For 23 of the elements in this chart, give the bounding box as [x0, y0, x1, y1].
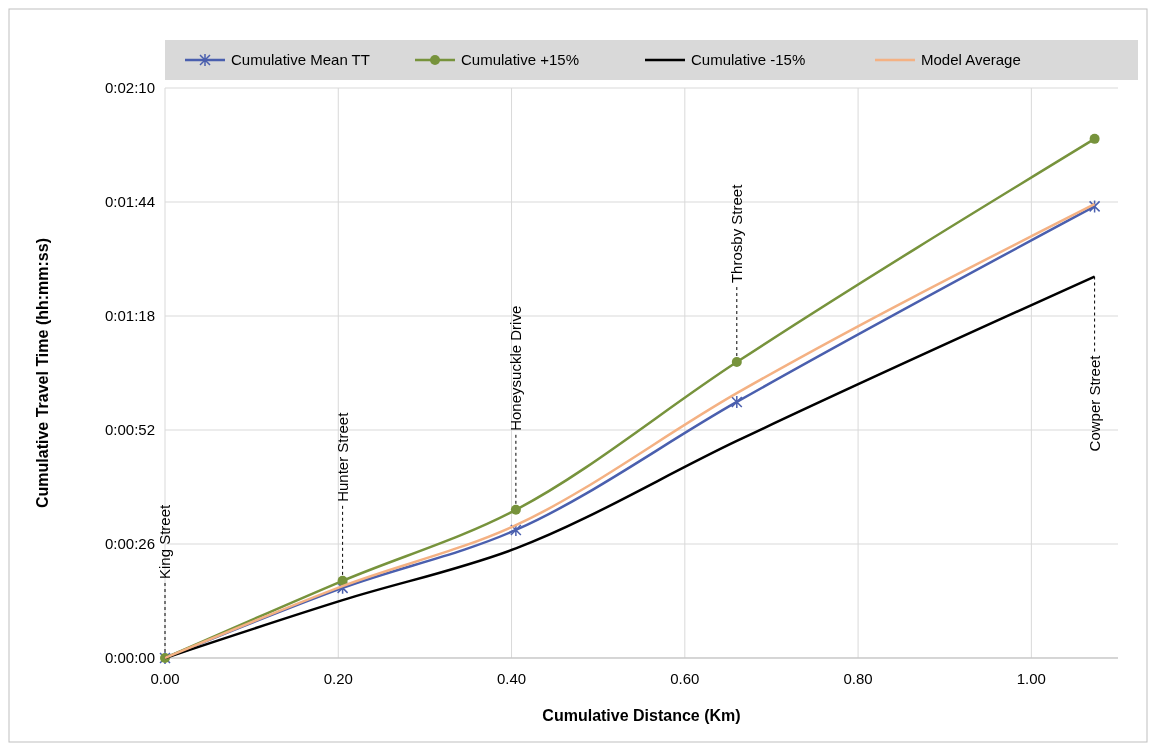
annotation: Hunter Street — [333, 411, 351, 502]
y-tick-label: 0:00:26 — [104, 535, 155, 553]
y-tick-label: 0:00:52 — [104, 421, 155, 439]
legend-label: Cumulative Mean TT — [231, 51, 370, 69]
x-tick-label: 0.80 — [843, 670, 873, 687]
annotation: Honeysuckle Drive — [506, 305, 524, 431]
y-axis-title: Cumulative Travel Time (hh:mm:ss) — [34, 238, 51, 508]
y-tick-label: 0:01:44 — [104, 193, 155, 211]
y-tick-label: 0:00:00 — [104, 649, 155, 667]
x-tick-label: 0.60 — [670, 670, 700, 687]
y-tick-label: 0:02:10 — [104, 79, 155, 97]
legend-label: Model Average — [921, 51, 1021, 69]
legend-label: Cumulative +15% — [461, 51, 579, 69]
x-tick-label: 0.00 — [150, 670, 180, 687]
y-tick-label: 0:01:18 — [104, 307, 155, 325]
x-tick-label: 0.40 — [496, 670, 527, 687]
annotation: Cowper Street — [1085, 354, 1103, 452]
annotation: King Street — [156, 503, 173, 579]
legend-label: Cumulative -15% — [691, 51, 806, 69]
x-axis-title: Cumulative Distance (Km) — [542, 707, 741, 724]
x-tick-label: 0.20 — [323, 670, 353, 687]
x-tick-label: 1.00 — [1016, 670, 1046, 687]
annotation: Throsby Street — [727, 183, 745, 284]
